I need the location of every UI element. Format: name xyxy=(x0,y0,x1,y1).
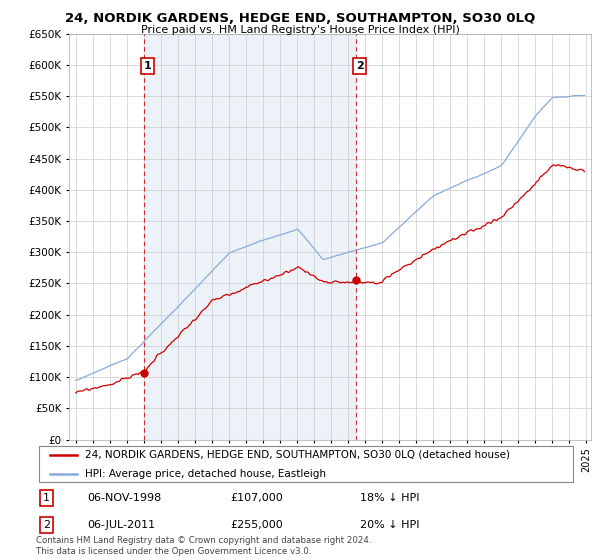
Text: 20% ↓ HPI: 20% ↓ HPI xyxy=(360,520,419,530)
Text: 24, NORDIK GARDENS, HEDGE END, SOUTHAMPTON, SO30 0LQ: 24, NORDIK GARDENS, HEDGE END, SOUTHAMPT… xyxy=(65,12,535,25)
Text: 18% ↓ HPI: 18% ↓ HPI xyxy=(360,493,419,503)
Text: 2: 2 xyxy=(43,520,50,530)
Text: HPI: Average price, detached house, Eastleigh: HPI: Average price, detached house, East… xyxy=(85,469,326,478)
Text: 06-NOV-1998: 06-NOV-1998 xyxy=(88,493,161,503)
Text: £107,000: £107,000 xyxy=(230,493,283,503)
Text: £255,000: £255,000 xyxy=(230,520,283,530)
Bar xyxy=(144,34,356,440)
Text: 1: 1 xyxy=(43,493,50,503)
Text: 06-JUL-2011: 06-JUL-2011 xyxy=(88,520,155,530)
Text: 2: 2 xyxy=(356,61,364,71)
Text: 24, NORDIK GARDENS, HEDGE END, SOUTHAMPTON, SO30 0LQ (detached house): 24, NORDIK GARDENS, HEDGE END, SOUTHAMPT… xyxy=(85,450,509,460)
Text: 1: 1 xyxy=(143,61,151,71)
Text: Price paid vs. HM Land Registry's House Price Index (HPI): Price paid vs. HM Land Registry's House … xyxy=(140,25,460,35)
FancyBboxPatch shape xyxy=(39,446,574,482)
Text: Contains HM Land Registry data © Crown copyright and database right 2024.
This d: Contains HM Land Registry data © Crown c… xyxy=(36,536,371,556)
